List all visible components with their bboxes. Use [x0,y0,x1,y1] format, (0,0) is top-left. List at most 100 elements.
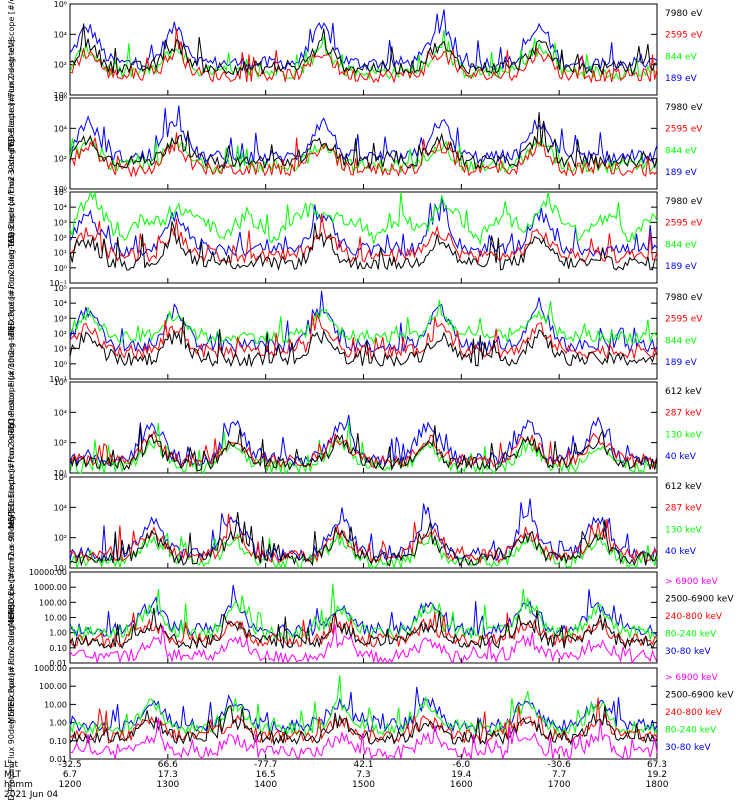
series-line [69,190,658,246]
panel-frame [69,3,658,96]
legend-entry: 844 eV [665,52,698,62]
panel-6: 10¹ 10² 10⁴ 10⁶ MEPED Electron Flux 90deg te… [7,419,702,627]
y-tick-label: 0.10 [49,644,67,653]
series-line [69,607,658,650]
legend-entry: > 6900 keV [665,577,719,587]
series-line [69,112,658,170]
y-axis-label: MEPED Electron Flux 90deg telescope [#/c… [7,419,16,627]
y-tick-label: 10⁻¹ [49,375,67,384]
panel-8: 0.01 0.10 1.00 10.00 100.00 1000.00 MEPED Prot… [7,605,734,800]
legend-entry: 7980 eV [665,293,703,303]
x-tick-label-lat: -32.5 [58,760,81,770]
legend-entry: 844 eV [665,240,698,250]
y-tick-label: 10¹ [54,564,67,573]
x-tick-label-mlt: 7.7 [552,770,566,780]
series-line [69,105,658,165]
y-tick-label: 10⁴ [54,299,67,308]
y-tick-label: 10⁶ [54,0,67,9]
y-tick-label: 10.00 [44,700,67,709]
legend-entry: 2500-6900 keV [665,595,734,605]
row-label-hhmm: hhmm [4,780,33,790]
legend-entry: 612 keV [665,387,702,397]
legend-entry: 7980 eV [665,103,703,113]
legend-entry: 287 keV [665,409,702,419]
date-label: 2021 Jun 04 [4,790,58,800]
series-line [69,624,658,665]
series-line [69,213,658,265]
x-tick-label-mlt: 19.4 [451,770,471,780]
y-tick-label: 10³ [54,314,67,323]
series-line [69,23,658,76]
y-tick-label: 10³ [54,218,67,227]
x-tick-label-hhmm: 1400 [254,780,277,790]
series-line [69,414,658,468]
y-tick-label: 10⁰ [54,185,67,194]
series-line [69,584,658,638]
series-line [69,717,658,761]
x-tick-label-lat: -77.7 [254,760,277,770]
x-tick-label-lat: 67.3 [647,760,667,770]
y-tick-label: 10⁴ [54,30,67,39]
legend-entry: 189 eV [665,168,698,178]
y-axis-label: MEPED Proton Flux 90deg telescope [#/cm2… [7,605,16,800]
series-line [69,425,658,472]
x-tick-label-hhmm: 1500 [352,780,375,790]
panel-1: 10⁰ 10² 10⁴ 10⁶ TED Electron Flux 0deg teles… [7,0,703,152]
legend-entry: 130 keV [665,430,702,440]
series-line [69,532,658,570]
x-tick-label-hhmm: 1200 [59,780,82,790]
y-tick-label: 10.00 [44,614,67,623]
x-tick-label-hhmm: 1300 [156,780,179,790]
y-tick-label: 10¹ [54,249,67,258]
y-tick-label: 1.00 [49,629,67,638]
y-tick-label: 10⁶ [54,94,67,103]
series-line [69,221,658,272]
legend-entry: 189 eV [665,262,698,272]
legend-entry: 844 eV [665,146,698,156]
y-tick-label: 10² [54,155,67,164]
row-label-mlt: MLT [4,770,22,780]
x-tick-label-hhmm: 1600 [450,780,473,790]
y-tick-label: 10² [54,330,67,339]
y-tick-label: 10² [54,439,67,448]
series-line [69,612,658,648]
legend-entry: 240-800 keV [665,708,723,718]
legend-entry: 2595 eV [665,125,703,135]
series-line [69,317,658,368]
legend-entry: 80-240 keV [665,726,717,736]
series-line [69,675,658,737]
y-tick-label: 1000.00 [34,664,67,673]
series-line [69,583,658,641]
y-tick-label: 10⁴ [54,408,67,417]
y-tick-label: 0.01 [49,659,67,668]
y-axis-label: MEPED Electron Flux 0deg telescope [#/cm… [7,326,16,528]
legend-entry: 2500-6900 keV [665,691,734,701]
y-tick-label: 10⁵ [54,188,67,197]
x-tick-label-mlt: 16.5 [256,770,276,780]
series-line [69,299,658,346]
series-line [69,9,658,72]
series-line [69,697,658,745]
y-tick-label: 10⁰ [54,264,67,273]
legend-entry: 2595 eV [665,31,703,41]
legend-entry: 40 keV [665,547,697,557]
y-tick-label: 1.00 [49,719,67,728]
x-tick-label-mlt: 17.3 [158,770,178,780]
y-tick-label: 1000.00 [34,583,67,592]
y-tick-label: 10² [54,234,67,243]
row-label-lat: Lat [4,760,19,770]
panel-frame [69,571,658,664]
legend-entry: 130 keV [665,525,702,535]
x-tick-label-mlt: 6.7 [63,770,77,780]
y-tick-label: 10² [54,61,67,70]
y-axis-label: TED Electron Flux 0deg telescope [#/cm2-… [7,0,16,152]
x-tick-label-lat: 42.1 [353,760,373,770]
x-tick-label-mlt: 19.2 [647,770,667,780]
legend-entry: 240-800 keV [665,612,723,622]
legend-entry: 2595 eV [665,219,703,229]
y-tick-label: 10² [54,534,67,543]
y-tick-label: 10000.00 [29,568,67,577]
series-line [69,430,658,470]
